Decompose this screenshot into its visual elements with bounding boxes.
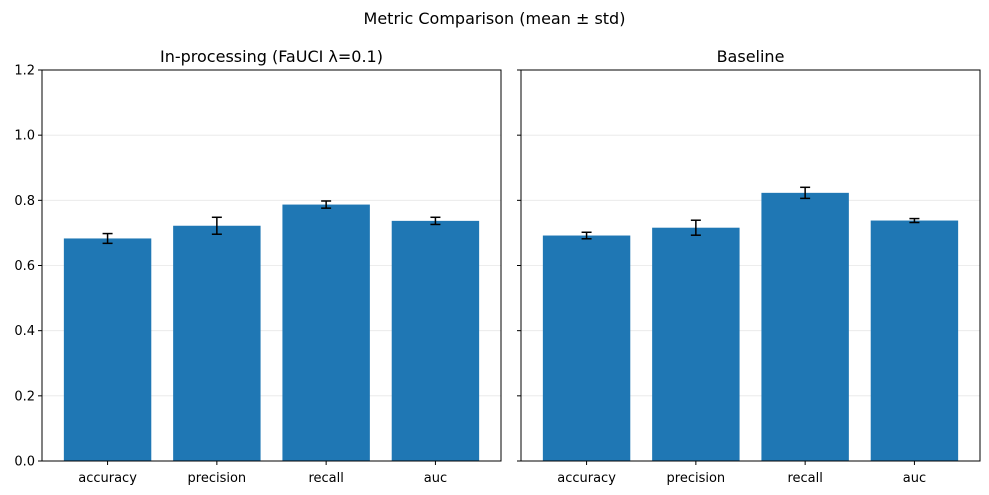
error-bar-auc: [909, 217, 920, 224]
x-tick-label-recall: recall: [787, 471, 822, 486]
y-tick-label: 0.4: [14, 324, 35, 339]
y-tick-label: 0.8: [14, 194, 35, 209]
error-bar-recall: [321, 200, 332, 209]
figure-title: Metric Comparison (mean ± std): [364, 9, 626, 28]
y-tick-label: 0.0: [14, 455, 35, 470]
y-tick-label: 0.6: [14, 259, 35, 274]
error-bar-precision: [690, 219, 701, 236]
error-bar-precision: [211, 216, 222, 235]
x-tick-label-accuracy: accuracy: [557, 471, 616, 486]
bar-precision: [652, 227, 740, 461]
error-bar-recall: [800, 186, 811, 200]
error-bar-auc: [430, 216, 441, 226]
x-tick-label-recall: recall: [308, 471, 343, 486]
panel-title: Baseline: [717, 47, 785, 66]
bar-auc: [870, 220, 959, 461]
bar-precision: [173, 225, 261, 461]
bar-recall: [761, 192, 849, 461]
bar-auc: [391, 220, 480, 461]
y-tick-label: 0.2: [14, 389, 35, 404]
panel-title: In-processing (FaUCI λ=0.1): [160, 47, 383, 66]
panel-baseline: accuracy precision recall auc Baseline: [517, 47, 981, 486]
x-tick-label-auc: auc: [903, 471, 926, 486]
bar-recall: [282, 204, 370, 462]
panel-in-processing: 0.0 0.2 0.4 0.6 0.8 1.0 1.2 accuracy precision re…: [14, 47, 502, 486]
x-tick-label-precision: precision: [188, 471, 247, 486]
bar-accuracy: [63, 238, 152, 461]
x-tick-label-auc: auc: [424, 471, 447, 486]
x-tick-label-accuracy: accuracy: [78, 471, 137, 486]
bar-accuracy: [542, 235, 631, 461]
x-tick-label-precision: precision: [667, 471, 726, 486]
y-tick-label: 1.2: [14, 64, 35, 79]
y-tick-label: 1.0: [14, 129, 35, 144]
error-bar-accuracy: [581, 231, 592, 240]
error-bar-accuracy: [102, 232, 113, 245]
